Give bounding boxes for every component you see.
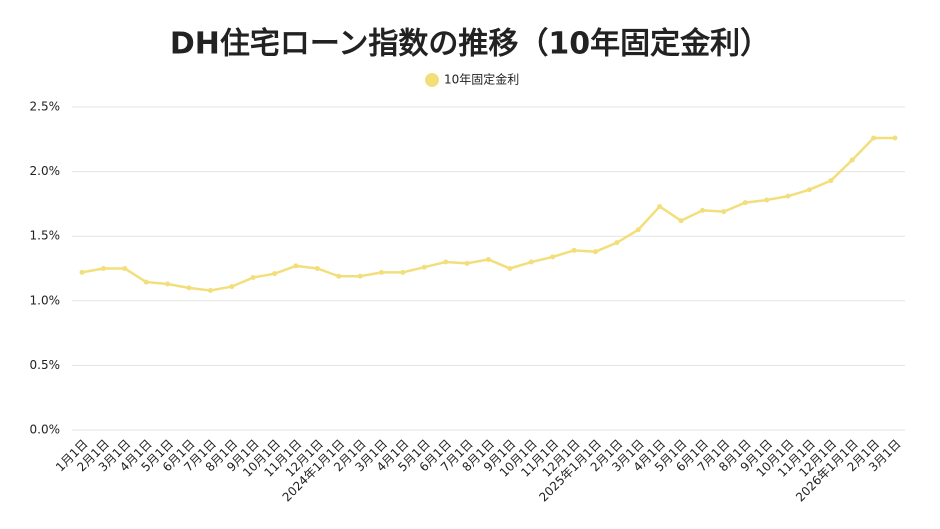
data-point — [400, 269, 406, 275]
data-point — [443, 259, 449, 265]
data-point — [379, 269, 385, 275]
data-point — [79, 269, 85, 275]
y-tick-label: 2.0% — [30, 164, 61, 178]
data-point — [207, 287, 213, 293]
data-point — [250, 275, 256, 281]
legend-label: 10年固定金利 — [444, 72, 519, 87]
y-tick-label: 1.5% — [30, 229, 61, 243]
data-point — [528, 259, 534, 265]
data-point — [892, 135, 898, 141]
data-point — [764, 197, 770, 203]
legend-marker — [425, 73, 439, 87]
y-tick-label: 1.0% — [30, 293, 61, 307]
data-point — [614, 240, 620, 246]
data-point — [571, 247, 577, 253]
data-point — [314, 266, 320, 271]
data-point — [421, 264, 427, 270]
data-point — [635, 227, 641, 233]
data-point — [357, 273, 363, 279]
data-point — [592, 249, 598, 255]
data-point — [678, 218, 684, 224]
data-point — [742, 200, 748, 206]
data-point — [828, 178, 834, 184]
data-point — [657, 203, 663, 209]
data-point — [165, 281, 171, 287]
data-point — [871, 135, 877, 141]
data-point — [550, 254, 556, 260]
y-tick-label: 0.0% — [30, 423, 61, 437]
data-point — [785, 193, 791, 199]
data-point — [143, 279, 149, 285]
y-tick-label: 0.5% — [30, 358, 61, 372]
data-point — [699, 207, 705, 213]
chart-title: DH住宅ローン指数の推移（10年固定金利） — [170, 27, 770, 62]
data-point — [806, 187, 812, 193]
data-point — [336, 273, 342, 279]
data-point — [507, 266, 513, 271]
data-point — [721, 209, 727, 215]
data-point — [272, 271, 278, 277]
data-point — [293, 263, 299, 269]
data-point — [186, 285, 192, 291]
y-tick-label: 2.5% — [30, 100, 61, 114]
data-point — [100, 266, 106, 271]
data-point — [486, 256, 491, 262]
data-point — [849, 157, 855, 163]
data-point — [229, 284, 235, 290]
data-point — [122, 266, 128, 271]
series-line — [81, 136, 895, 292]
data-point — [464, 260, 470, 266]
